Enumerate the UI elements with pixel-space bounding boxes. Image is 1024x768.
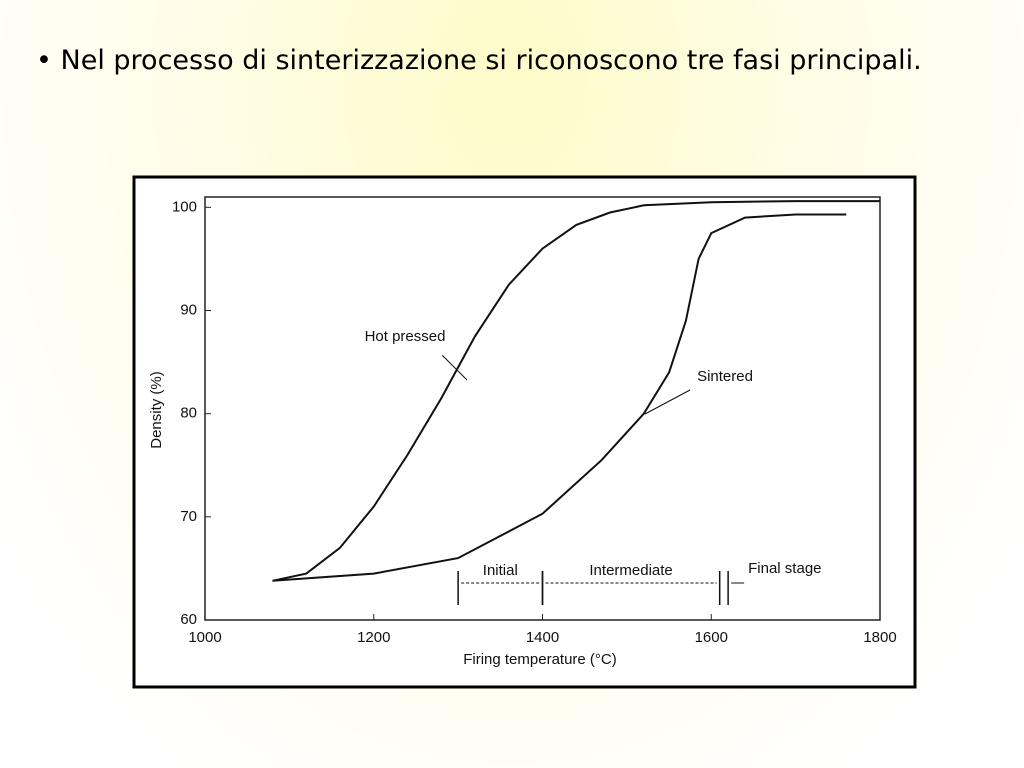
chart-frame (132, 175, 917, 689)
x-tick-label: 1600 (695, 629, 728, 646)
series-label: Hot pressed (365, 328, 446, 345)
x-tick-label: 1000 (188, 629, 221, 646)
series-line (272, 200, 880, 582)
x-tick-label: 1800 (863, 629, 896, 646)
y-tick-label: 80 (180, 405, 197, 422)
label-leader (441, 354, 468, 381)
label-leader (644, 389, 691, 415)
y-tick-label: 90 (180, 301, 197, 318)
y-axis-label: Density (%) (148, 371, 165, 449)
y-tick-label: 60 (180, 611, 197, 628)
stage-label: Intermediate (589, 562, 672, 579)
series-line (272, 213, 847, 582)
bullet-text: • Nel processo di sinterizzazione si ric… (36, 45, 922, 76)
stage-label: Initial (483, 562, 518, 579)
x-tick-label: 1200 (357, 629, 390, 646)
series-label: Sintered (697, 368, 753, 385)
stage-label: Final stage (748, 560, 821, 577)
y-tick-label: 100 (172, 198, 197, 215)
x-axis-label: Firing temperature (°C) (463, 651, 617, 668)
y-tick-label: 70 (180, 508, 197, 525)
x-tick-label: 1400 (526, 629, 559, 646)
